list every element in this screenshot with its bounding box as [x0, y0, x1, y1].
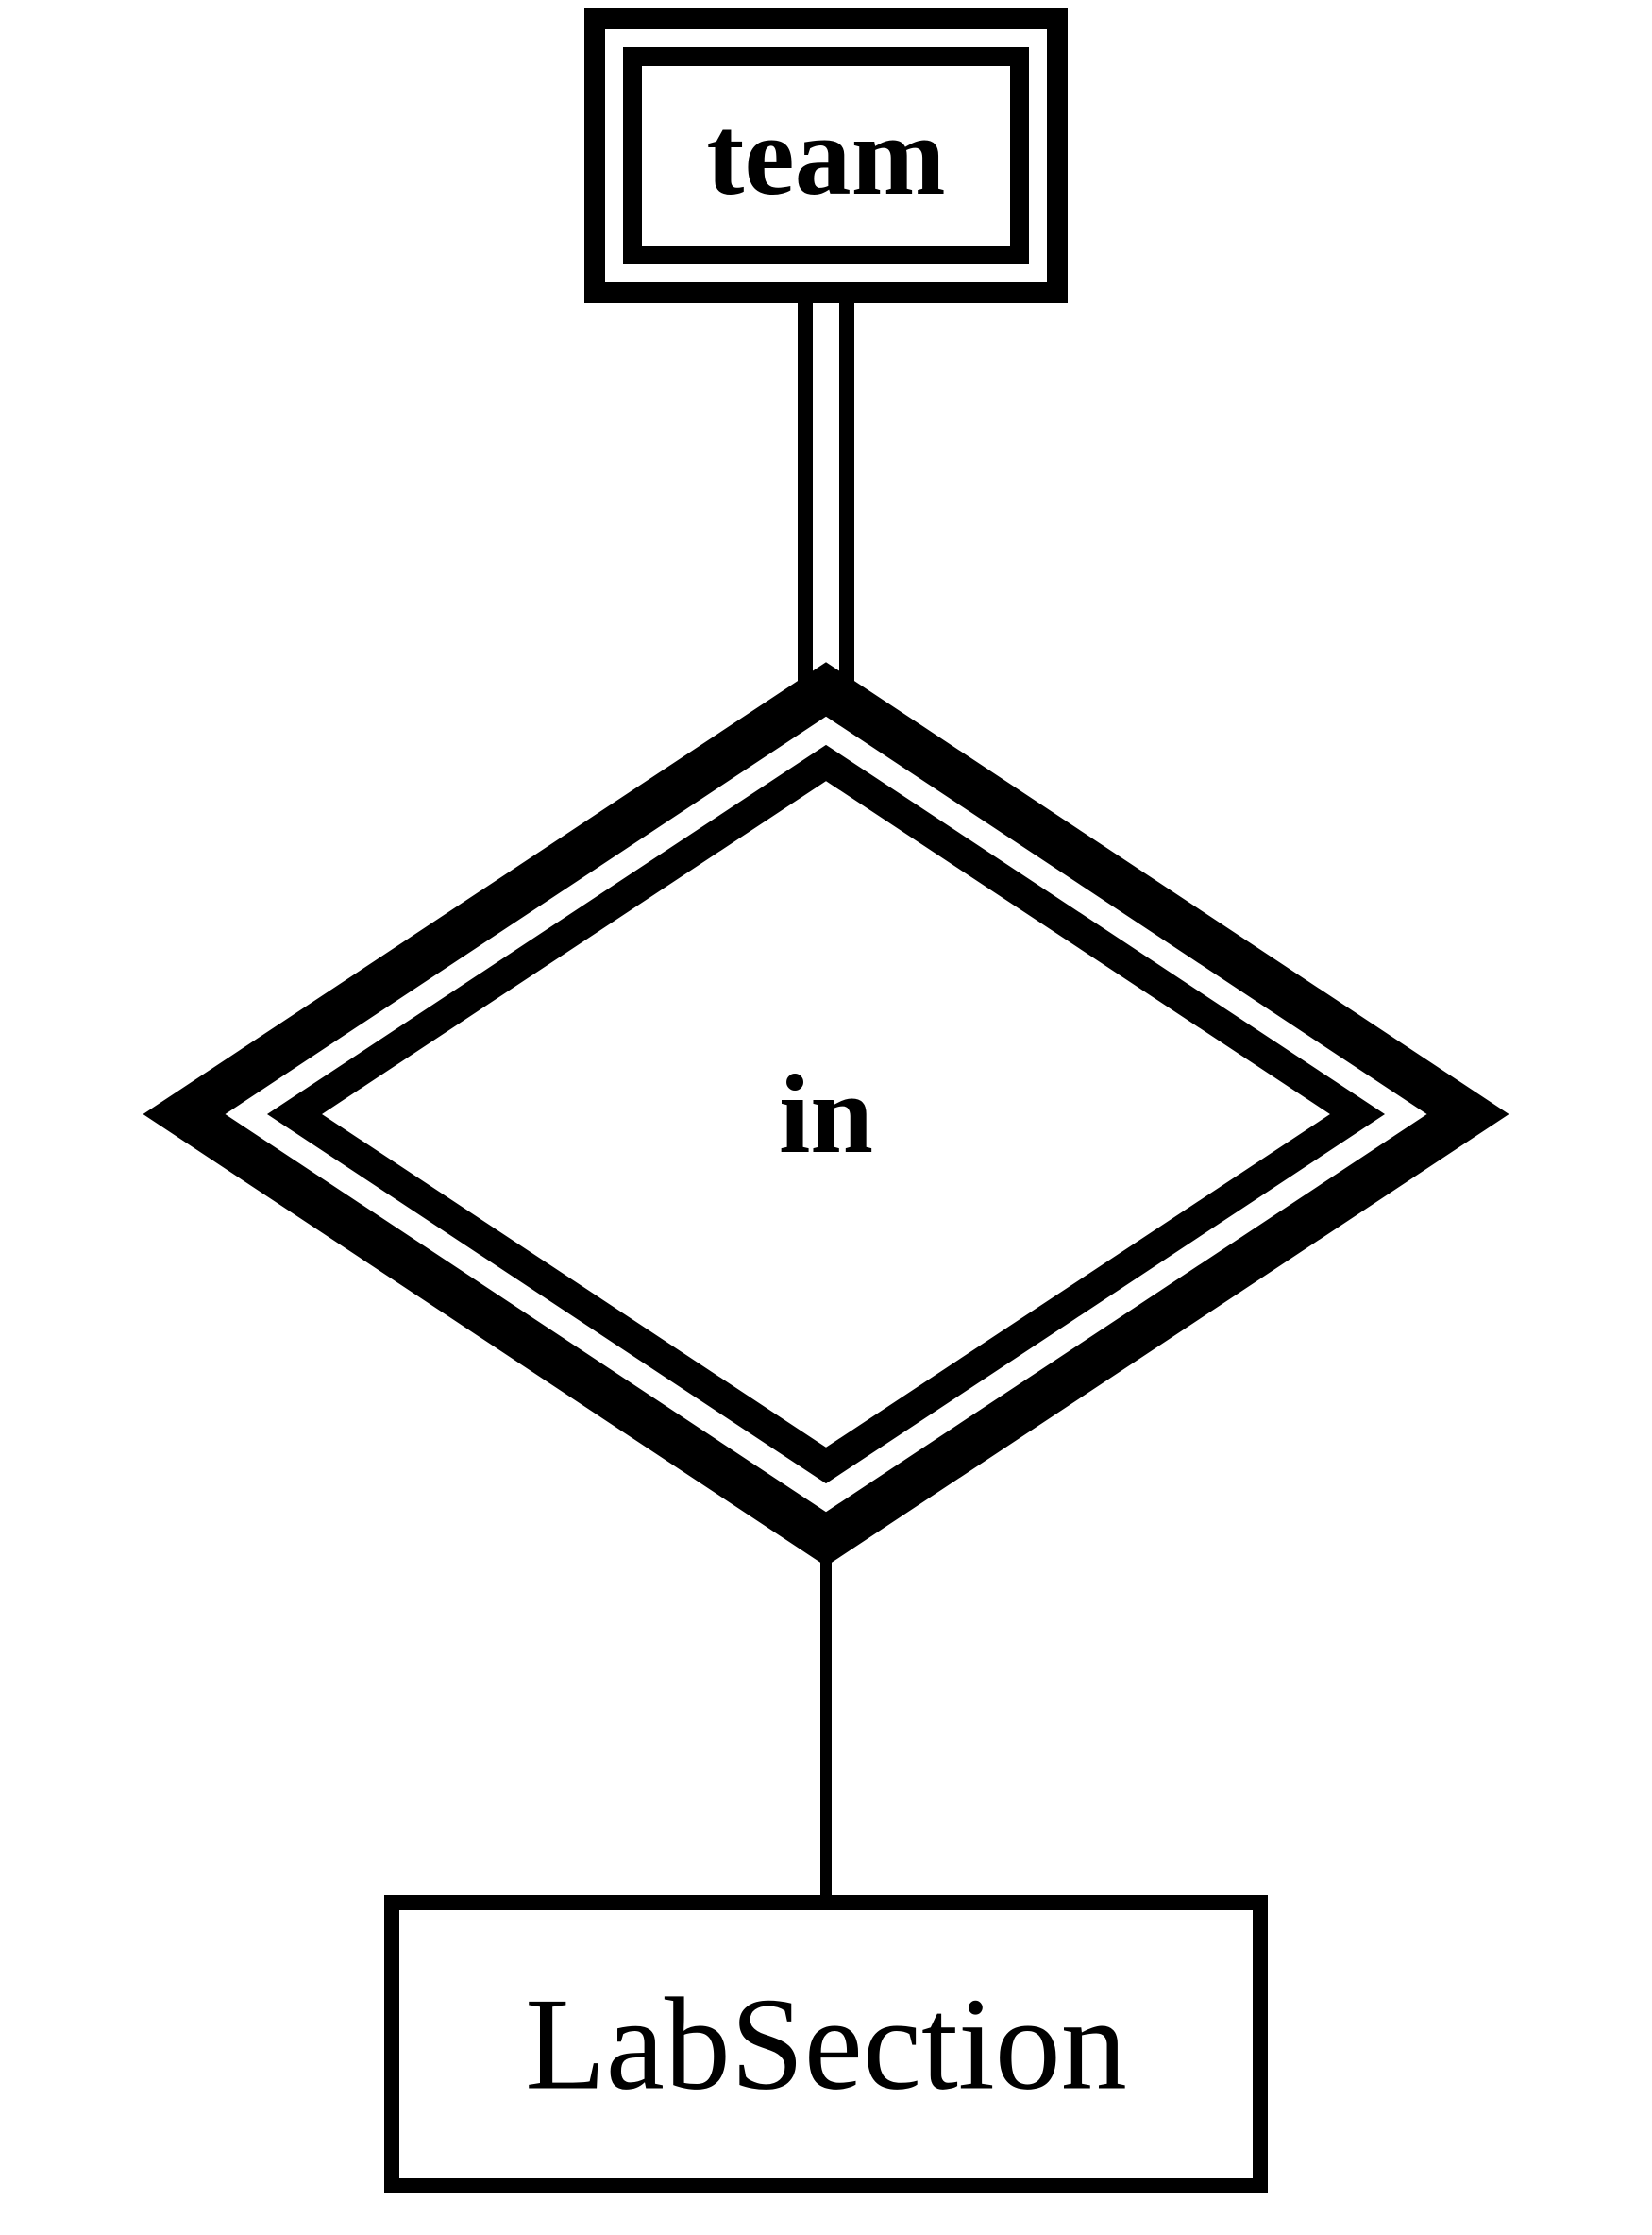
er-diagram: team in LabSection — [0, 0, 1652, 2235]
edge-team-to-in — [805, 293, 847, 694]
team-label: team — [706, 91, 945, 221]
in-label: in — [779, 1049, 873, 1179]
labsection-label: LabSection — [525, 1969, 1127, 2121]
